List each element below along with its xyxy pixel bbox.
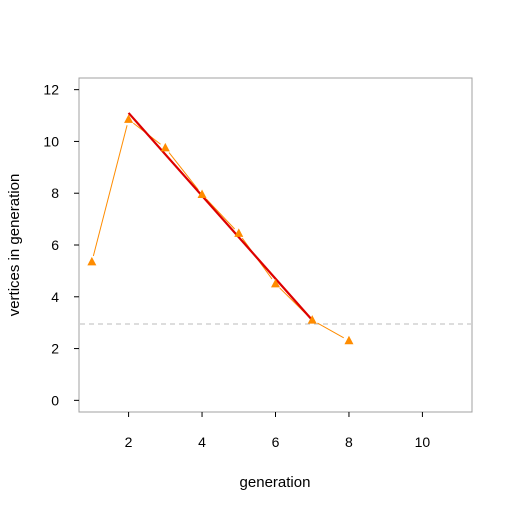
y-tick-label: 2 bbox=[51, 341, 59, 357]
x-tick-label: 6 bbox=[272, 434, 280, 450]
x-tick-label: 4 bbox=[198, 434, 206, 450]
data-point bbox=[160, 142, 170, 152]
y-tick-label: 8 bbox=[51, 185, 59, 201]
y-axis-label: vertices in generation bbox=[6, 174, 23, 317]
fit-line bbox=[127, 112, 314, 321]
x-axis-label: generation bbox=[240, 474, 311, 491]
data-point bbox=[271, 278, 280, 288]
y-tick-label: 4 bbox=[51, 289, 59, 305]
y-tick-label: 0 bbox=[51, 392, 59, 408]
series-segment bbox=[92, 125, 128, 257]
y-tick-layer: 0 2 4 6 8 10 12 bbox=[43, 82, 79, 408]
data-point bbox=[344, 335, 354, 345]
y-tick-label: 6 bbox=[51, 237, 59, 253]
series-segment bbox=[317, 322, 344, 339]
data-point bbox=[124, 114, 134, 123]
x-tick-label: 10 bbox=[415, 434, 431, 450]
data-point bbox=[197, 189, 207, 199]
plot-area bbox=[78, 77, 473, 413]
data-point bbox=[307, 315, 317, 324]
series-segment bbox=[168, 152, 199, 191]
series-segment bbox=[205, 198, 236, 230]
fit-line-layer bbox=[127, 112, 314, 321]
x-tick-label: 8 bbox=[345, 434, 353, 450]
data-point bbox=[87, 256, 97, 266]
data-point bbox=[234, 228, 244, 237]
x-tick-layer: 2 4 6 8 10 bbox=[125, 412, 431, 450]
y-tick-label: 12 bbox=[43, 82, 59, 98]
marker-layer bbox=[87, 114, 354, 345]
x-tick-label: 2 bbox=[125, 434, 133, 450]
y-tick-label: 10 bbox=[43, 133, 59, 149]
